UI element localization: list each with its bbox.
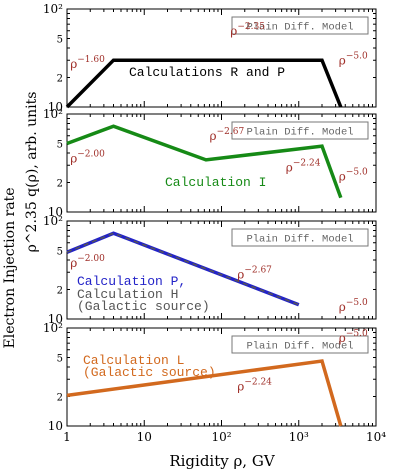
y-tick-label: 10² xyxy=(43,107,63,121)
chart-panels: 10 2 5 10² Plain Diff. Model Calculations R a… xyxy=(43,2,386,444)
x-tick-label: 1 xyxy=(63,430,71,444)
chart-panel-2: 10 2 5 10² Plain Diff. Model Calculation I ρ−2… xyxy=(43,107,377,219)
chart-panel-1: 10 2 5 10² Plain Diff. Model Calculations R a… xyxy=(43,2,377,114)
slope-label: ρ−2.35 xyxy=(230,22,265,38)
slope-label: ρ−5.0 xyxy=(339,298,368,314)
series-line xyxy=(66,124,343,199)
x-tick-label: 10² xyxy=(211,430,231,444)
y-tick-label: 5 xyxy=(57,35,63,46)
y-tick-label: 10² xyxy=(43,321,63,335)
legend-note: (Galactic source) xyxy=(83,365,216,380)
series-line xyxy=(66,359,343,427)
series-label: Calculation L xyxy=(83,353,184,368)
slope-label: ρ−2.00 xyxy=(70,254,105,270)
slope-label: ρ−1.60 xyxy=(70,55,105,71)
y-tick-label: 10 xyxy=(48,312,63,326)
series-line xyxy=(65,58,343,109)
slope-label: ρ−2.24 xyxy=(286,158,321,174)
y-tick-label: 5 xyxy=(57,140,63,151)
series-label: Calculation P, xyxy=(77,274,186,289)
y-tick-label: 10 xyxy=(48,205,63,219)
model-legend-box xyxy=(231,335,369,354)
x-axis-label: Rigidity ρ, GV xyxy=(169,452,275,470)
y-tick-label: 2 xyxy=(57,73,63,84)
y-tick-label: 10² xyxy=(43,2,63,16)
y-tick-label: 10² xyxy=(43,214,63,228)
series-label: Calculation I xyxy=(165,175,266,190)
series-line xyxy=(66,232,300,306)
x-tick-label: 10 xyxy=(137,430,152,444)
model-legend-box xyxy=(231,16,369,35)
y-tick-label: 10 xyxy=(48,100,63,114)
slope-label: ρ−2.67 xyxy=(237,265,272,281)
y-tick-label: 10 xyxy=(48,419,63,433)
model-legend-text: Plain Diff. Model xyxy=(246,127,353,139)
y-tick-label: 5 xyxy=(57,247,63,258)
x-tick-label: 10³ xyxy=(289,430,309,444)
y-tick-label: 2 xyxy=(57,178,63,189)
y-tick-label: 2 xyxy=(57,285,63,296)
y-axis-label-math: ρ^2.35 q(ρ), arb. units xyxy=(24,92,40,253)
model-legend-box xyxy=(231,228,369,247)
model-legend-text: Plain Diff. Model xyxy=(246,341,353,353)
y-tick-label: 5 xyxy=(57,354,63,365)
slope-label: ρ−2.00 xyxy=(70,149,105,165)
slope-label: ρ−5.0 xyxy=(339,167,368,183)
slope-label: ρ−5.0 xyxy=(339,52,368,68)
chart-panel-3: 10 2 5 10² Plain Diff. Model Calculation P,Ca… xyxy=(43,214,377,326)
y-axis-label: Electron Injection rate xyxy=(2,188,18,349)
x-tick-label: 10⁴ xyxy=(366,430,386,444)
slope-label: ρ−5.0 xyxy=(339,329,368,345)
slope-label: ρ−2.24 xyxy=(237,378,272,394)
slope-label: ρ−2.67 xyxy=(210,127,245,143)
series-label: Calculations R and P xyxy=(129,65,285,80)
y-tick-label: 2 xyxy=(57,392,63,403)
chart-panel-4: 10 2 5 10² Plain Diff. Model Calculation L(Ga… xyxy=(43,321,386,444)
model-legend-box xyxy=(231,121,369,140)
model-legend-text: Plain Diff. Model xyxy=(246,234,353,246)
legend-note: (Galactic source) xyxy=(77,299,210,314)
model-legend-text: Plain Diff. Model xyxy=(246,22,353,34)
series-label: Calculation H xyxy=(77,287,178,302)
